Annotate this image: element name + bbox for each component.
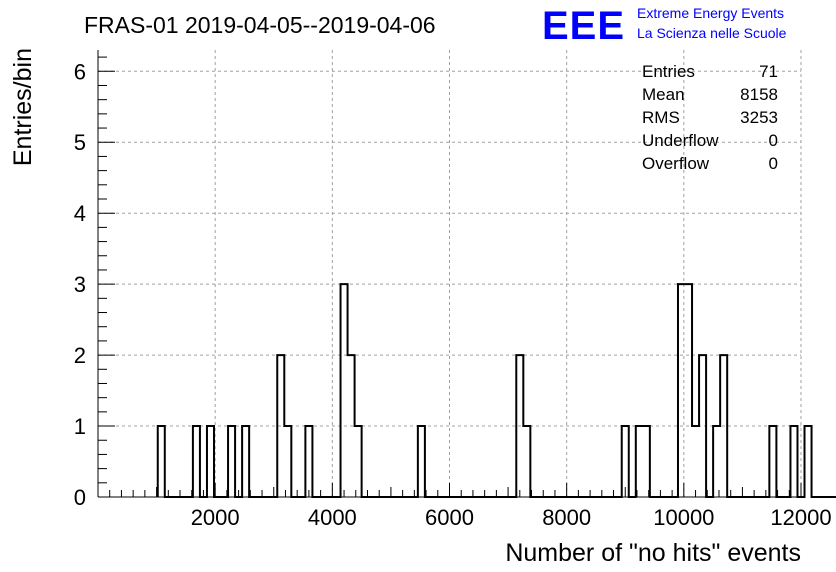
grid: [98, 50, 802, 497]
y-tick-label: 5: [74, 130, 86, 155]
stats-label-entries: Entries: [642, 62, 695, 81]
stats-box: Entries 71 Mean 8158 RMS 3253 Underflow …: [642, 62, 778, 173]
x-tick-label: 4000: [308, 505, 357, 530]
stats-value-underflow: 0: [769, 131, 778, 150]
x-axis-label: Number of "no hits" events: [505, 539, 801, 567]
eee-logo-line1: Extreme Energy Events: [637, 5, 784, 21]
eee-logo-line2: La Scienza nelle Scuole: [637, 25, 787, 41]
y-tick-label: 6: [74, 59, 86, 84]
x-tick-label: 2000: [191, 505, 240, 530]
stats-value-rms: 3253: [740, 108, 778, 127]
x-tick-label: 8000: [542, 505, 591, 530]
stats-label-mean: Mean: [642, 85, 685, 104]
y-tick-label: 1: [74, 414, 86, 439]
axes: 2000 4000 6000 8000 10000 12000 0 1 2 3 4 5 6: [74, 50, 832, 530]
y-tick-label: 2: [74, 343, 86, 368]
y-tick-label: 0: [74, 485, 86, 510]
stats-label-rms: RMS: [642, 108, 680, 127]
y-axis-label: Entries/bin: [9, 48, 37, 166]
x-tick-label: 10000: [653, 505, 714, 530]
eee-logo-mark: EEE: [542, 4, 625, 48]
x-tick-label: 6000: [425, 505, 474, 530]
x-tick-label: 12000: [770, 505, 831, 530]
stats-value-entries: 71: [759, 62, 778, 81]
stats-value-mean: 8158: [740, 85, 778, 104]
y-tick-label: 4: [74, 201, 86, 226]
stats-label-underflow: Underflow: [642, 131, 719, 150]
stats-value-overflow: 0: [769, 154, 778, 173]
eee-logo: EEE Extreme Energy Events La Scienza nel…: [542, 4, 787, 48]
stats-label-overflow: Overflow: [642, 154, 710, 173]
chart-title: FRAS-01 2019-04-05--2019-04-06: [84, 12, 436, 38]
y-tick-label: 3: [74, 272, 86, 297]
